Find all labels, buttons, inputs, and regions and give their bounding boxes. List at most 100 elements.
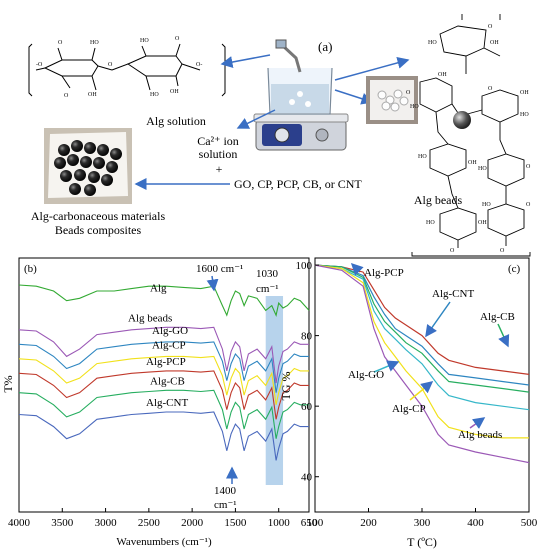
ftir-xtick-label: 1000 — [268, 517, 291, 529]
alg-beads-label: Alg beads — [414, 193, 463, 207]
tga-arrow-alg-beads — [469, 417, 486, 429]
svg-text:O: O — [488, 86, 493, 92]
ftir-xtick-label: 2500 — [138, 517, 161, 529]
tga-series-alg-go — [314, 264, 530, 411]
svg-text:OH: OH — [520, 90, 529, 96]
annotation-1030: 1030 — [256, 268, 279, 280]
tga-xtick-label: 200 — [360, 517, 377, 529]
ftir-series-alg-beads — [18, 326, 309, 384]
svg-text:O: O — [58, 40, 63, 46]
tga-arrow-alg-cnt — [425, 301, 451, 338]
arrow-to-structure — [334, 56, 410, 81]
arrow-to-ca-solution — [236, 109, 276, 129]
panel-c-xlabel: T (ºC) — [407, 535, 437, 549]
panel-c-tga-chart: (c) TG % T (ºC) 100 200 300 400 500 40 60 80 100… — [279, 257, 538, 549]
svg-text:-O: -O — [36, 62, 43, 68]
svg-text:O: O — [406, 90, 411, 96]
tga-xtick-label: 500 — [521, 517, 538, 529]
tga-label-alg-cb: Alg-CB — [480, 311, 515, 323]
svg-text:O: O — [450, 248, 455, 254]
composite-label-2: Beads composites — [55, 223, 142, 237]
ca-ion-label-1: Ca²⁺ ion — [197, 134, 239, 148]
panel-c-label: (c) — [508, 263, 521, 275]
svg-text:O: O — [108, 62, 113, 68]
arrow-to-alg-solution — [220, 54, 271, 68]
calcium-ion-sphere — [453, 111, 471, 129]
svg-text:O: O — [500, 248, 505, 254]
ftir-label-alg-cp: Alg-CP — [152, 339, 186, 351]
svg-text:HO: HO — [410, 104, 419, 110]
svg-text:HO: HO — [418, 154, 427, 160]
panel-c-frame — [314, 257, 530, 513]
ftir-series-alg-pcp — [18, 370, 309, 420]
svg-text:HO: HO — [140, 38, 149, 44]
tga-label-alg-go: Alg-GO — [348, 369, 384, 381]
svg-text:HO: HO — [90, 40, 99, 46]
svg-text:OH: OH — [490, 40, 499, 46]
alginate-structure-left-labels: O HO OHO O-O HO O HOO- OH — [36, 36, 202, 99]
panel-b-xlabel: Wavenumbers (cm⁻¹) — [116, 536, 212, 548]
ftir-label-alg-go: Alg-GO — [152, 325, 188, 337]
tga-arrow-alg-pcp — [350, 262, 364, 276]
annotation-1400-unit: cm⁻¹ — [214, 499, 237, 511]
ftir-label-alg-cnt: Alg-CNT — [146, 397, 188, 409]
tga-series-alg-cnt — [314, 264, 530, 386]
svg-text:O: O — [64, 93, 69, 99]
tga-arrow-alg-cp — [409, 381, 434, 401]
svg-text:OH: OH — [468, 160, 477, 166]
panel-b-label: (b) — [24, 263, 37, 275]
panel-a: (a) O HO OHO O-O HO O HOO- OH Alg solution — [28, 14, 531, 257]
ftir-label-alg-cb: Alg-CB — [150, 375, 185, 387]
arrow-1600 — [206, 275, 219, 292]
plus-sign: + — [216, 162, 223, 176]
tga-label-alg-cnt: Alg-CNT — [432, 288, 474, 300]
svg-text:OH: OH — [478, 220, 487, 226]
tga-series-alg-cp — [314, 264, 529, 439]
tga-label-alg-cp: Alg-CP — [392, 403, 426, 415]
tga-xtick-label: 400 — [467, 517, 484, 529]
additives-label: GO, CP, PCP, CB, or CNT — [234, 177, 362, 191]
annotation-1600: 1600 cm⁻¹ — [196, 263, 243, 275]
ftir-xtick-label: 1500 — [224, 517, 247, 529]
alg-beads-photo — [366, 76, 418, 124]
ftir-xtick-label: 4000 — [8, 517, 31, 529]
tga-ytick-label: 40 — [301, 472, 313, 484]
alginate-structure-left — [28, 43, 226, 97]
svg-text:O: O — [526, 202, 531, 208]
svg-text:HO: HO — [426, 220, 435, 226]
svg-text:HO: HO — [428, 40, 437, 46]
annotation-1400: 1400 — [214, 485, 237, 497]
svg-text:O: O — [175, 36, 180, 42]
svg-text:OH: OH — [438, 72, 447, 78]
ftir-label-alg-beads: Alg beads — [128, 312, 172, 324]
ftir-series-alg-go — [18, 341, 309, 393]
ftir-label-alg-pcp: Alg-PCP — [146, 356, 186, 368]
composite-label-1: Alg-carbonaceous materials — [31, 209, 166, 223]
svg-text:OH: OH — [88, 92, 97, 98]
svg-text:HO: HO — [150, 92, 159, 98]
ftir-xtick-label: 3000 — [95, 517, 118, 529]
tga-series-alg-cb — [314, 264, 530, 393]
tga-ytick-label: 100 — [296, 260, 313, 272]
alg-solution-label: Alg solution — [146, 114, 206, 128]
tga-xtick-label: 300 — [414, 517, 431, 529]
ca-ion-label-2: solution — [199, 147, 238, 161]
svg-text:O: O — [526, 164, 531, 170]
tga-label-alg-pcp: Alg-PCP — [364, 267, 404, 279]
tga-label-alg-beads: Alg beads — [458, 429, 502, 441]
ftir-series-alg-cnt — [18, 411, 309, 461]
arrow-to-alg-beads — [334, 89, 374, 105]
tga-xtick-label: 100 — [307, 517, 324, 529]
ftir-xtick-label: 650 — [301, 517, 318, 529]
svg-text:OH: OH — [170, 89, 179, 95]
tga-ytick-label: 80 — [301, 331, 313, 343]
panel-c-ylabel: TG % — [279, 372, 293, 401]
svg-text:O-: O- — [196, 62, 202, 68]
panel-a-label: (a) — [318, 39, 332, 54]
ftir-label-alg: Alg — [150, 282, 167, 294]
svg-text:O: O — [488, 24, 493, 30]
panel-b-ftir-chart: (b) T% Wavenumbers (cm⁻¹) 4000 3500 3000 25… — [1, 257, 318, 548]
tga-series-alg-beads — [314, 264, 530, 464]
ftir-xtick-label: 2000 — [181, 517, 204, 529]
